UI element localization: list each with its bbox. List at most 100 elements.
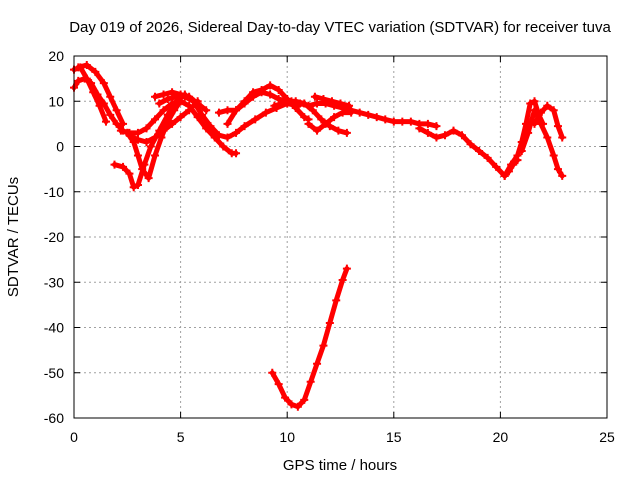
data-point (381, 115, 390, 124)
data-point (342, 264, 351, 273)
data-point (440, 131, 449, 140)
data-point (530, 119, 539, 128)
data-point (347, 108, 356, 117)
y-tick-label: 0 (56, 139, 64, 155)
data-point (112, 106, 121, 115)
data-point (101, 117, 110, 126)
y-tick-label: -50 (44, 365, 64, 381)
data-point (251, 115, 260, 124)
data-point (74, 63, 83, 72)
axis-ticks (73, 55, 608, 419)
data-point (268, 368, 277, 377)
x-tick-label: 20 (493, 429, 509, 445)
data-point (517, 147, 526, 156)
data-point (338, 275, 347, 284)
series-track-12 (270, 97, 441, 131)
y-tick-label: 20 (48, 48, 64, 64)
series-track-17 (517, 106, 567, 180)
data-point (543, 101, 552, 110)
data-point (176, 113, 185, 122)
data-point (110, 160, 119, 169)
data-point (87, 79, 96, 88)
data-point (291, 104, 300, 113)
data-point (142, 137, 151, 146)
data-point (146, 142, 155, 151)
x-tick-label: 5 (177, 429, 185, 445)
data-point (240, 122, 249, 131)
data-point (338, 108, 347, 117)
data-point (549, 151, 558, 160)
data-point (125, 128, 134, 137)
series-track-3 (74, 61, 128, 128)
x-axis-label: GPS time / hours (283, 457, 397, 474)
data-point (159, 126, 168, 135)
data-point (210, 133, 219, 142)
data-point (142, 124, 151, 133)
data-point (432, 122, 441, 131)
data-point (317, 115, 326, 124)
data-point (293, 402, 302, 411)
data-point (91, 67, 100, 76)
data-point (513, 151, 522, 160)
data-point (119, 119, 128, 128)
data-point (223, 133, 232, 142)
data-point (310, 92, 319, 101)
y-tick-label: -40 (44, 320, 64, 336)
data-point (423, 119, 432, 128)
series-track-19 (268, 264, 351, 411)
data-point (475, 147, 484, 156)
data-point (168, 88, 177, 97)
series-track-18 (530, 101, 567, 142)
data-point (553, 122, 562, 131)
data-point (125, 169, 134, 178)
data-point (159, 90, 168, 99)
data-point (530, 106, 539, 115)
data-point (281, 393, 290, 402)
data-point (466, 140, 475, 149)
x-tick-label: 15 (386, 429, 402, 445)
data-point (507, 160, 516, 169)
data-point (308, 106, 317, 115)
data-point (313, 99, 322, 108)
data-point (119, 162, 128, 171)
data-point (266, 90, 275, 99)
series-track-9 (151, 88, 211, 115)
data-point (330, 113, 339, 122)
data-point (168, 119, 177, 128)
data-point (364, 110, 373, 119)
data-point (327, 97, 336, 106)
series-line (71, 76, 130, 136)
data-point (492, 162, 501, 171)
data-point (304, 119, 313, 128)
data-point (321, 119, 330, 128)
series-track-14 (310, 92, 354, 110)
data-point (415, 124, 424, 133)
data-point (82, 61, 91, 70)
series-track-11 (223, 81, 313, 128)
data-point (261, 108, 270, 117)
series-line (124, 98, 184, 181)
chart-title: Day 019 of 2026, Sidereal Day-to-day VTE… (69, 19, 611, 36)
data-point (325, 318, 334, 327)
data-point (223, 119, 232, 128)
data-point (116, 126, 125, 135)
data-point (197, 110, 206, 119)
data-point (163, 94, 172, 103)
data-point (549, 106, 558, 115)
data-point (287, 400, 296, 409)
data-point (206, 122, 215, 131)
data-point (74, 76, 83, 85)
data-point (176, 90, 185, 99)
data-series (70, 61, 567, 411)
data-point (342, 128, 351, 137)
data-point (306, 377, 315, 386)
data-point (274, 94, 283, 103)
data-point (129, 183, 138, 192)
data-point (185, 92, 194, 101)
data-point (170, 106, 179, 115)
data-point (202, 106, 211, 115)
data-point (232, 128, 241, 137)
data-point (168, 99, 177, 108)
